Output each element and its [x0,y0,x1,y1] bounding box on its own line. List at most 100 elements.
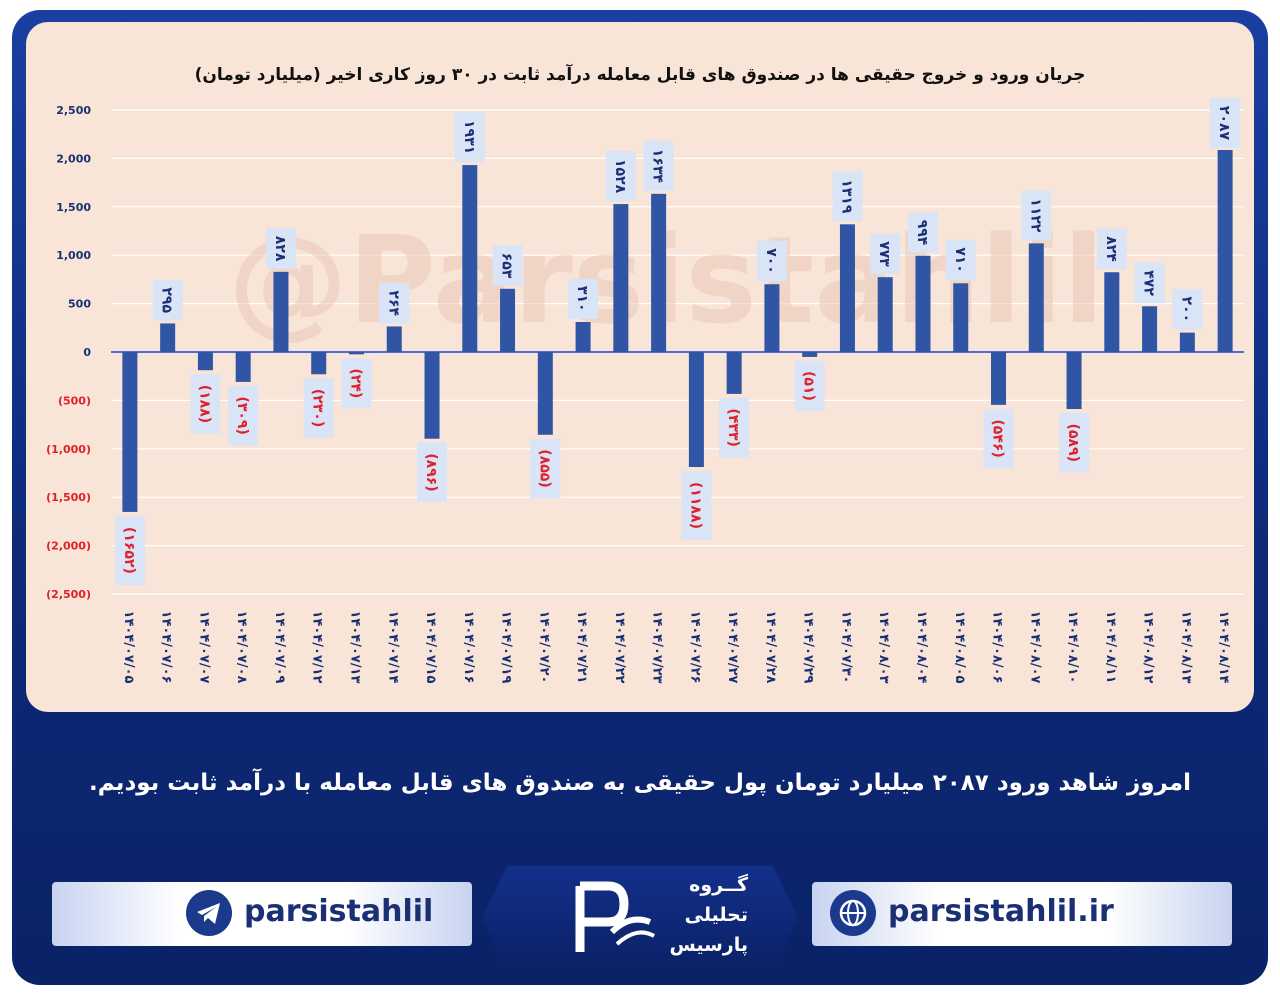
data-label: (۵۱) [794,360,825,411]
data-label: ۸۲۸ [265,228,296,269]
bar [877,277,893,352]
data-label-box [379,282,410,324]
data-label: ۲۰۰ [1172,289,1203,330]
data-label-box [605,151,636,202]
x-tick-label: ۱۴۰۴/۰۷/۱۵ [423,611,438,684]
bar [1066,352,1082,410]
data-label-box [530,438,561,499]
data-label-box [907,212,938,253]
x-tick-label: ۱۴۰۴/۰۷/۰۵ [121,611,136,684]
x-tick-label: ۱۴۰۴/۰۷/۲۰ [536,611,551,684]
bar [235,352,251,382]
data-label-text: (۵۴۶) [990,419,1006,457]
data-label-text: ۹۹۴ [914,220,930,246]
data-label-text: ۱۵۲۸ [612,159,628,194]
bar-chart: @Parsistahlil جریان ورود و خروج حقیقی ها… [46,63,1244,684]
y-tick-label: 2,500 [56,104,91,117]
data-label-box [303,378,334,438]
x-tick-label: ۱۴۰۴/۰۷/۲۶ [687,611,702,684]
data-label-text: (۵۱) [801,371,817,401]
data-label-box [492,245,523,286]
data-label-text: ۱۳۱۹ [838,179,854,214]
y-tick-label: (2,500) [46,588,91,601]
data-label: (۱۱۸۸) [681,470,712,540]
data-label-box [1210,98,1241,148]
bar [348,352,364,355]
chart-title: جریان ورود و خروج حقیقی ها در صندوق های … [195,63,1086,85]
x-tick-label: ۱۴۰۴/۰۸/۰۳ [876,611,891,684]
data-label-text: (۱۱۸۸) [687,482,703,529]
bar [273,271,289,352]
data-label: (۸۵۵) [530,438,561,499]
x-tick-label: ۱۴۰۴/۰۷/۲۹ [801,611,816,684]
bar [953,283,969,352]
data-label-box [568,278,599,319]
y-tick-label: (1,000) [46,443,91,456]
data-label-box [681,470,712,540]
data-label-text: ۸۲۸ [272,236,288,262]
x-tick-label: ۱۴۰۴/۰۸/۱۲ [1141,611,1156,684]
data-label-box [1021,190,1052,241]
bar [839,224,855,352]
data-label-text: ۲۶۴ [385,290,401,316]
x-tick-label: ۱۴۰۴/۰۷/۲۲ [612,611,627,684]
x-tick-label: ۱۴۰۴/۰۷/۲۳ [650,611,665,684]
logo-line2: تحلیلی [684,904,748,926]
x-tick-label: ۱۴۰۴/۰۷/۰۶ [159,611,174,684]
data-label-text: (۵۸۹) [1065,424,1081,462]
data-label: (۳۰۹) [228,385,259,446]
data-label: ۷۷۳ [870,233,901,275]
x-tick-label: ۱۴۰۴/۰۷/۳۰ [838,611,853,684]
data-label-text: (۸۵۵) [536,449,552,487]
bar [688,352,704,467]
data-label-box [870,233,901,275]
data-label-box [265,228,296,269]
data-label-text: ۱۹۳۱ [461,120,477,154]
website-link[interactable]: parsistahlil.ir [888,894,1114,929]
y-tick-label: (1,500) [46,491,91,504]
bar [537,352,553,435]
x-tick-label: ۱۴۰۴/۰۷/۰۹ [272,611,287,684]
data-label-text: ۴۷۲ [1141,270,1157,296]
data-label: ۷۰۰ [756,240,787,282]
data-label-box [1134,262,1165,304]
data-label: (۵۴۶) [983,408,1014,469]
data-label-box [643,140,674,191]
telegram-icon [186,890,232,936]
caption: امروز شاهد ورود ۲۰۸۷ میلیارد تومان پول ح… [89,770,1191,796]
poster-frame: @Parsistahlil جریان ورود و خروج حقیقی ها… [12,10,1268,985]
bar [651,193,667,352]
data-label-text: (۲۳۰) [310,389,326,427]
data-label-text: ۲۰۸۷ [1216,106,1232,141]
bar [122,352,138,512]
data-label: ۲۰۸۷ [1210,98,1241,148]
x-tick-label: ۱۴۰۴/۰۸/۰۵ [952,611,967,684]
x-tick-label: ۱۴۰۴/۰۷/۲۱ [574,611,589,684]
data-label: ۶۵۳ [492,245,523,286]
data-label: ۲۶۴ [379,282,410,324]
data-label: ۱۵۲۸ [605,151,636,202]
y-tick-label: 1,000 [56,249,91,262]
data-label: (۲۴) [341,358,372,409]
data-label-box [417,442,448,503]
bar [575,321,591,352]
logo-badge: گــروه تحلیلی پارسیس [482,866,798,970]
data-label: ۷۱۰ [945,239,976,281]
x-tick-label: ۱۴۰۴/۰۷/۱۶ [461,611,476,684]
data-label: ۳۱۰ [568,278,599,319]
telegram-handle[interactable]: parsistahlil [244,894,434,929]
x-tick-label: ۱۴۰۴/۰۸/۱۴ [1216,611,1231,684]
bar [1142,306,1158,352]
bar [1104,272,1120,352]
x-tick-label: ۱۴۰۴/۰۸/۰۴ [914,611,929,684]
bar [915,255,931,352]
data-label-box [454,112,485,163]
y-tick-label: 500 [68,298,91,311]
x-tick-label: ۱۴۰۴/۰۸/۱۳ [1178,611,1193,684]
data-label-text: ۱۱۲۲ [1027,198,1043,233]
bar [1217,149,1233,352]
bar [197,352,213,371]
data-label-text: (۱۶۵۲) [121,527,137,574]
data-label-box [983,408,1014,469]
data-label-text: ۷۱۰ [952,247,968,273]
